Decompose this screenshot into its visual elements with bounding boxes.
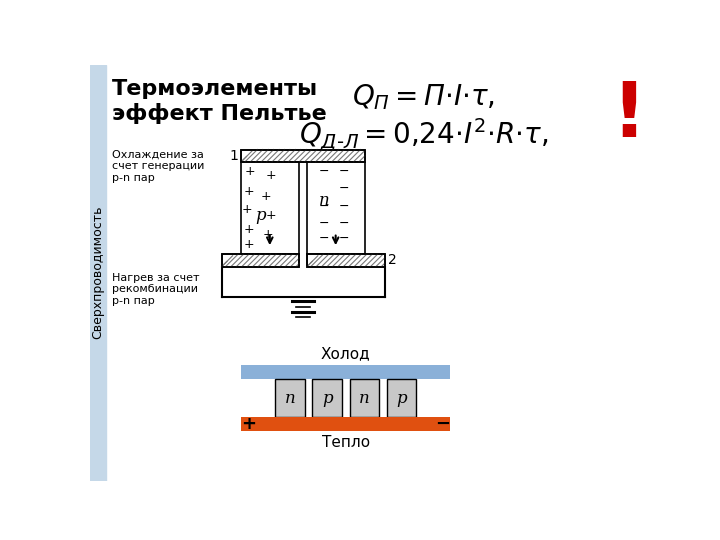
Bar xyxy=(241,150,365,162)
Text: Сверхпроводимость: Сверхпроводимость xyxy=(91,206,104,340)
Text: Термоэлементы: Термоэлементы xyxy=(112,79,318,99)
Text: −: − xyxy=(339,232,349,245)
Bar xyxy=(307,254,384,267)
Bar xyxy=(90,65,106,481)
Text: +: + xyxy=(261,190,271,203)
Text: +: + xyxy=(243,223,254,236)
Text: p: p xyxy=(396,390,407,407)
Bar xyxy=(241,162,300,254)
Bar xyxy=(241,150,365,162)
Text: +: + xyxy=(245,165,256,178)
Text: Тепло: Тепло xyxy=(322,435,370,450)
Text: +: + xyxy=(265,209,276,222)
Text: +: + xyxy=(241,415,256,434)
Text: +: + xyxy=(265,169,276,182)
Bar xyxy=(275,379,305,417)
Text: $Q_П = П{\cdot}I{\cdot}τ,$: $Q_П = П{\cdot}I{\cdot}τ,$ xyxy=(352,82,495,112)
Text: −: − xyxy=(435,415,450,434)
Text: !: ! xyxy=(611,79,646,153)
Text: −: − xyxy=(319,217,329,230)
Text: p: p xyxy=(322,390,333,407)
Text: +: + xyxy=(262,228,273,241)
Text: n: n xyxy=(319,192,330,209)
Text: +: + xyxy=(243,185,254,198)
Text: p: p xyxy=(255,207,266,224)
Bar xyxy=(312,379,342,417)
Bar xyxy=(350,379,379,417)
Text: n: n xyxy=(284,390,295,407)
Text: Охлаждение за
счет генерации
p-n пар: Охлаждение за счет генерации p-n пар xyxy=(112,150,204,183)
Bar xyxy=(387,379,416,417)
Bar xyxy=(241,365,451,379)
Text: 1: 1 xyxy=(229,148,238,163)
Text: −: − xyxy=(319,232,329,245)
Text: Холод: Холод xyxy=(321,346,371,361)
Bar xyxy=(241,417,451,431)
Text: +: + xyxy=(243,239,254,252)
Bar xyxy=(307,254,384,267)
Text: −: − xyxy=(319,200,329,213)
Bar xyxy=(222,254,300,267)
Text: −: − xyxy=(339,217,349,230)
Text: эффект Пельтье: эффект Пельтье xyxy=(112,103,326,124)
Bar xyxy=(222,254,300,267)
Text: −: − xyxy=(339,200,349,213)
Text: n: n xyxy=(359,390,370,407)
Text: +: + xyxy=(242,203,253,216)
Text: −: − xyxy=(339,183,349,195)
Text: −: − xyxy=(339,165,349,178)
Text: $Q_{Д\text{-}Л} = 0{,}24{\cdot}I^2{\cdot}R{\cdot}τ,$: $Q_{Д\text{-}Л} = 0{,}24{\cdot}I^2{\cdot… xyxy=(299,117,548,156)
Text: Нагрев за счет
рекомбинации
p-n пар: Нагрев за счет рекомбинации p-n пар xyxy=(112,273,199,306)
Text: −: − xyxy=(319,165,329,178)
Bar xyxy=(307,162,365,254)
Text: 2: 2 xyxy=(387,253,396,267)
